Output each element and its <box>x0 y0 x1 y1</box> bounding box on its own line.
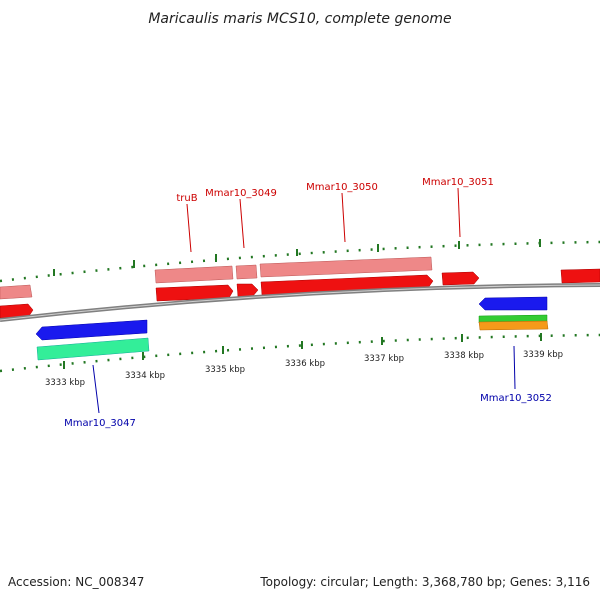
forward-tick-track <box>0 240 600 283</box>
gene-label-mmar10-3051[interactable]: Mmar10_3051 <box>422 177 494 188</box>
forward-cds-row <box>0 268 600 319</box>
forward-label-leaders <box>186 187 461 253</box>
forward-cds-arrow-trub[interactable] <box>155 284 234 302</box>
accession-text: Accession: NC_008347 <box>8 575 144 589</box>
reverse-tick-track <box>0 333 600 373</box>
tick-label: 3336 kbp <box>285 359 325 369</box>
reverse-major-ticks <box>63 333 542 369</box>
genome-backbone-highlight <box>0 284 600 321</box>
forward-gene-labels: truB Mmar10_3049 Mmar10_3050 Mmar10_3051 <box>176 177 494 204</box>
forward-major-ticks <box>53 239 541 276</box>
forward-gene-arrow-3049[interactable] <box>235 264 258 280</box>
ruler-labels: 3333 kbp 3334 kbp 3335 kbp 3336 kbp 3337… <box>45 350 563 388</box>
reverse-feature-bar-orange[interactable] <box>478 320 549 331</box>
forward-gene-row <box>0 256 433 300</box>
forward-cds-arrow-edge[interactable] <box>560 268 600 284</box>
gene-label-mmar10-3050[interactable]: Mmar10_3050 <box>306 182 378 193</box>
tick-label: 3339 kbp <box>523 350 563 360</box>
forward-cds-arrow-3051[interactable] <box>441 271 480 286</box>
genome-summary-text: Topology: circular; Length: 3,368,780 bp… <box>259 575 590 589</box>
gene-label-mmar10-3052[interactable]: Mmar10_3052 <box>480 393 552 404</box>
gene-label-trub[interactable]: truB <box>176 193 197 204</box>
forward-cds-arrow-3050[interactable] <box>260 274 434 296</box>
reverse-cds-arrow-3047[interactable] <box>35 319 148 341</box>
forward-cds-arrow[interactable] <box>0 303 34 319</box>
tick-label: 3337 kbp <box>364 354 404 364</box>
genome-title: Maricaulis maris MCS10, complete genome <box>148 11 451 27</box>
tick-label: 3334 kbp <box>125 371 165 381</box>
reverse-cds-row <box>35 296 548 341</box>
reverse-gene-bar-3047[interactable] <box>36 337 150 361</box>
forward-gene-arrow-trub[interactable] <box>154 265 234 284</box>
gene-label-mmar10-3047[interactable]: Mmar10_3047 <box>64 418 136 429</box>
reverse-label-leaders <box>92 345 516 414</box>
tick-label: 3338 kbp <box>444 351 484 361</box>
reverse-cds-arrow-3052[interactable] <box>478 296 548 311</box>
gene-label-mmar10-3049[interactable]: Mmar10_3049 <box>205 188 277 199</box>
tick-label: 3333 kbp <box>45 378 85 388</box>
forward-gene-arrow-3050[interactable] <box>259 256 433 278</box>
reverse-gene-labels: Mmar10_3047 Mmar10_3052 <box>64 393 552 429</box>
tick-label: 3335 kbp <box>205 365 245 375</box>
reverse-gene-row <box>36 314 549 361</box>
forward-gene-arrow[interactable] <box>0 284 33 300</box>
forward-cds-arrow-3049[interactable] <box>236 283 259 298</box>
